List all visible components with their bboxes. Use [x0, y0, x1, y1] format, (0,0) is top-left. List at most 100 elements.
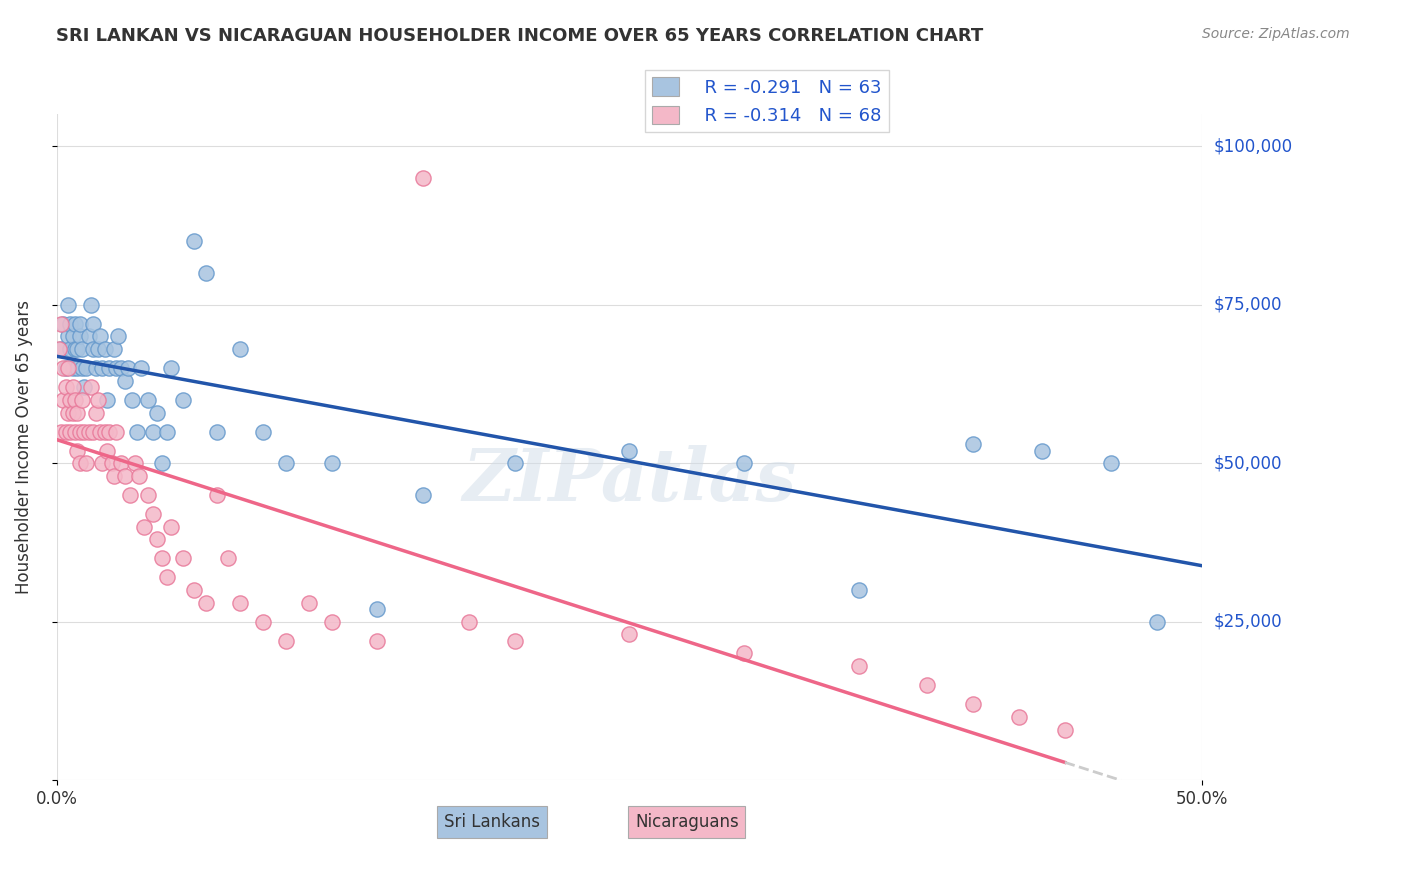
Point [733, 647, 755, 661]
Point [77, 329, 100, 343]
Point [366, 602, 388, 616]
Point [146, 533, 169, 547]
Point [1099, 456, 1122, 470]
Point [52, 392, 75, 407]
Point [91, 456, 114, 470]
Point [62, 380, 84, 394]
Point [132, 519, 155, 533]
Point [52, 361, 75, 376]
Point [89, 329, 111, 343]
Point [205, 488, 228, 502]
Point [70, 392, 93, 407]
Point [80, 380, 103, 394]
Point [274, 633, 297, 648]
Point [69, 425, 91, 439]
Point [66, 342, 89, 356]
Point [114, 469, 136, 483]
Y-axis label: Householder Income Over 65 years: Householder Income Over 65 years [15, 301, 32, 594]
Point [56, 298, 79, 312]
Text: ZIPatlas: ZIPatlas [463, 445, 797, 516]
Point [619, 443, 641, 458]
Point [91, 361, 114, 376]
Text: $25,000: $25,000 [1213, 613, 1282, 631]
Point [298, 596, 321, 610]
Point [82, 342, 104, 356]
Point [252, 615, 274, 629]
Point [131, 361, 153, 376]
Point [63, 317, 86, 331]
Point [217, 551, 239, 566]
Text: Nicaraguans: Nicaraguans [636, 813, 738, 831]
Point [105, 361, 128, 376]
Point [75, 361, 97, 376]
Point [183, 583, 205, 598]
Point [619, 627, 641, 641]
Point [56, 405, 79, 419]
Point [733, 456, 755, 470]
Point [110, 456, 132, 470]
Point [962, 437, 984, 451]
Point [194, 266, 217, 280]
Point [503, 456, 526, 470]
Point [412, 170, 434, 185]
Point [75, 456, 97, 470]
Point [150, 456, 173, 470]
Text: Sri Lankans: Sri Lankans [444, 813, 540, 831]
Point [87, 342, 110, 356]
Point [252, 425, 274, 439]
Point [73, 425, 96, 439]
Point [84, 361, 107, 376]
Point [80, 298, 103, 312]
Point [458, 615, 481, 629]
Point [124, 456, 146, 470]
Point [55, 380, 77, 394]
Text: $50,000: $50,000 [1213, 454, 1282, 472]
Point [321, 615, 343, 629]
Point [66, 405, 89, 419]
Point [62, 329, 84, 343]
Point [274, 456, 297, 470]
Point [52, 317, 75, 331]
Point [98, 361, 121, 376]
Point [114, 374, 136, 388]
Point [848, 659, 870, 673]
Point [142, 507, 165, 521]
Point [100, 456, 122, 470]
Point [103, 342, 125, 356]
Point [55, 361, 77, 376]
Point [172, 551, 194, 566]
Point [96, 392, 118, 407]
Point [56, 361, 79, 376]
Text: Source: ZipAtlas.com: Source: ZipAtlas.com [1202, 27, 1350, 41]
Point [51, 317, 73, 331]
Point [69, 317, 91, 331]
Point [89, 425, 111, 439]
Text: $100,000: $100,000 [1213, 137, 1292, 155]
Point [98, 425, 121, 439]
Point [136, 392, 159, 407]
Point [150, 551, 173, 566]
Point [62, 361, 84, 376]
Point [82, 425, 104, 439]
Point [82, 317, 104, 331]
Point [412, 488, 434, 502]
Point [118, 488, 141, 502]
Point [70, 361, 93, 376]
Point [73, 380, 96, 394]
Point [183, 234, 205, 248]
Text: $75,000: $75,000 [1213, 295, 1282, 314]
Point [110, 361, 132, 376]
Point [55, 425, 77, 439]
Point [503, 633, 526, 648]
Point [366, 633, 388, 648]
Point [194, 596, 217, 610]
Point [121, 392, 143, 407]
Point [56, 329, 79, 343]
Point [1031, 443, 1053, 458]
Point [66, 443, 89, 458]
Point [160, 519, 183, 533]
Point [1146, 615, 1168, 629]
Point [48, 342, 70, 356]
Point [63, 425, 86, 439]
Point [155, 425, 177, 439]
